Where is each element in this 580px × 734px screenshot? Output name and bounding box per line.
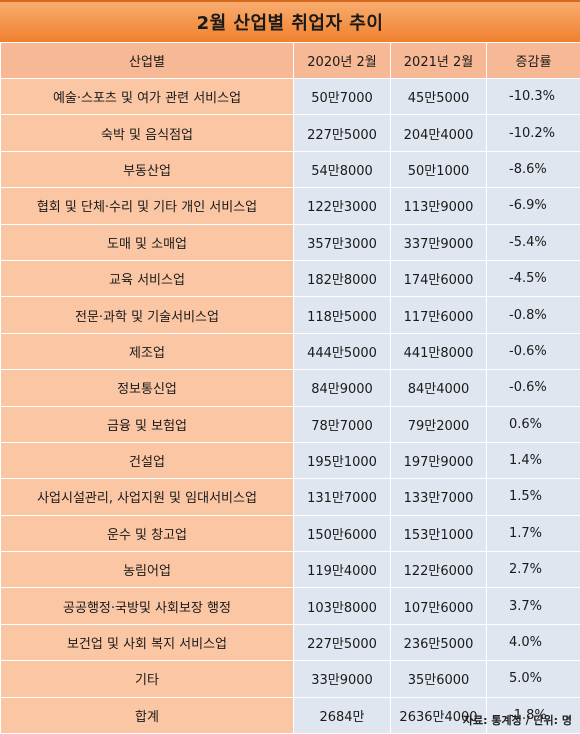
value-2020-cell: 118만5000	[293, 296, 391, 334]
value-2020-cell: 444만5000	[293, 332, 391, 371]
value-2020-cell: 150만6000	[293, 514, 391, 553]
change-rate-cell: -1.8%	[486, 696, 580, 734]
change-rate-cell: 3.7%	[486, 587, 580, 625]
source-note: 자료: 통계청 / 단위: 명	[462, 714, 572, 727]
value-2021-cell: 153만1000	[390, 514, 487, 553]
industry-cell: 보건업 및 사회 복지 서비스업	[0, 623, 294, 662]
value-2020-cell: 182만8000	[293, 259, 391, 298]
title-bar: 2월 산업별 취업자 추이	[0, 0, 580, 42]
table-row: 숙박 및 음식점업 227만5000 204만4000 -10.2%	[0, 114, 580, 152]
table-row: 부동산업 54만8000 50만1000 -8.6%	[0, 150, 580, 189]
industry-cell: 공공행정·국방및 사회보장 행정	[0, 587, 294, 625]
industry-cell: 기타	[0, 660, 294, 698]
value-2020-cell: 227만5000	[293, 623, 391, 662]
industry-cell: 전문·과학 및 기술서비스업	[0, 296, 294, 334]
table-row: 기타 33만9000 35만6000 5.0%	[0, 660, 580, 698]
value-2021-cell: 236만5000	[390, 623, 487, 662]
value-2021-cell: 441만8000	[390, 332, 487, 371]
industry-cell: 제조업	[0, 332, 294, 371]
value-2020-cell: 78만7000	[293, 405, 391, 443]
change-rate-cell: -10.3%	[486, 77, 580, 116]
employment-table-container: 산업별 2020년 2월 2021년 2월 증감률 예술·스포츠 및 여가 관련…	[0, 42, 580, 734]
table-row: 제조업 444만5000 441만8000 -0.6%	[0, 332, 580, 371]
value-2020-cell: 122만3000	[293, 187, 391, 225]
value-2021-cell: 197만9000	[390, 441, 487, 480]
value-2021-cell: 107만6000	[390, 587, 487, 625]
change-rate-cell: 1.5%	[486, 478, 580, 516]
employment-table: 산업별 2020년 2월 2021년 2월 증감률 예술·스포츠 및 여가 관련…	[0, 42, 580, 734]
industry-cell: 합계	[0, 696, 294, 734]
value-2020-cell: 33만9000	[293, 660, 391, 698]
total-row: 합계 2684만 2636만4000 -1.8%	[0, 696, 580, 734]
value-2021-cell: 133만7000	[390, 478, 487, 516]
value-2021-cell: 204만4000	[390, 114, 487, 152]
value-2021-cell: 117만6000	[390, 296, 487, 334]
industry-cell: 예술·스포츠 및 여가 관련 서비스업	[0, 77, 294, 116]
change-rate-cell: 1.4%	[486, 441, 580, 480]
table-row: 전문·과학 및 기술서비스업 118만5000 117만6000 -0.8%	[0, 296, 580, 334]
change-rate-cell: -0.8%	[486, 296, 580, 334]
value-2021-cell: 50만1000	[390, 150, 487, 189]
industry-cell: 부동산업	[0, 150, 294, 189]
value-2021-cell: 45만5000	[390, 77, 487, 116]
table-row: 건설업 195만1000 197만9000 1.4%	[0, 441, 580, 480]
change-rate-cell: -8.6%	[486, 150, 580, 189]
table-row: 농림어업 119만4000 122만6000 2.7%	[0, 551, 580, 589]
value-2021-cell: 174만6000	[390, 259, 487, 298]
table-row: 교육 서비스업 182만8000 174만6000 -4.5%	[0, 259, 580, 298]
change-rate-cell: -5.4%	[486, 223, 580, 261]
table-row: 정보통신업 84만9000 84만4000 -0.6%	[0, 369, 580, 407]
value-2021-cell: 84만4000	[390, 369, 487, 407]
change-rate-cell: 1.7%	[486, 514, 580, 553]
change-rate-cell: -6.9%	[486, 187, 580, 225]
column-header-2020: 2020년 2월	[293, 42, 391, 79]
value-2020-cell: 84만9000	[293, 369, 391, 407]
table-row: 운수 및 창고업 150만6000 153만1000 1.7%	[0, 514, 580, 553]
change-rate-cell: 2.7%	[486, 551, 580, 589]
table-row: 금융 및 보험업 78만7000 79만2000 0.6%	[0, 405, 580, 443]
value-2020-cell: 54만8000	[293, 150, 391, 189]
change-rate-cell: -4.5%	[486, 259, 580, 298]
value-2020-cell: 227만5000	[293, 114, 391, 152]
change-rate-cell: -0.6%	[486, 332, 580, 371]
column-header-change: 증감률	[486, 42, 580, 79]
table-header-row: 산업별 2020년 2월 2021년 2월 증감률	[0, 42, 580, 79]
value-2020-cell: 357만3000	[293, 223, 391, 261]
value-2020-cell: 119만4000	[293, 551, 391, 589]
change-rate-cell: -0.6%	[486, 369, 580, 407]
industry-cell: 사업시설관리, 사업지원 및 임대서비스업	[0, 478, 294, 516]
column-header-2021: 2021년 2월	[390, 42, 487, 79]
change-rate-cell: -10.2%	[486, 114, 580, 152]
value-2021-cell: 35만6000	[390, 660, 487, 698]
industry-cell: 정보통신업	[0, 369, 294, 407]
value-2020-cell: 50만7000	[293, 77, 391, 116]
value-2021-cell: 113만9000	[390, 187, 487, 225]
industry-cell: 운수 및 창고업	[0, 514, 294, 553]
industry-cell: 도매 및 소매업	[0, 223, 294, 261]
value-2020-cell: 195만1000	[293, 441, 391, 480]
column-header-industry: 산업별	[0, 42, 294, 79]
industry-cell: 농림어업	[0, 551, 294, 589]
table-row: 협회 및 단체·수리 및 기타 개인 서비스업 122만3000 113만9000-…	[0, 187, 580, 225]
table-row: 도매 및 소매업 357만3000 337만9000 -5.4%	[0, 223, 580, 261]
value-2020-cell: 103만8000	[293, 587, 391, 625]
value-2021-cell: 337만9000	[390, 223, 487, 261]
industry-cell: 건설업	[0, 441, 294, 480]
table-row: 예술·스포츠 및 여가 관련 서비스업 50만7000 45만5000 -10.3%	[0, 77, 580, 116]
table-row: 사업시설관리, 사업지원 및 임대서비스업 131만7000 133만7000 1.5…	[0, 478, 580, 516]
industry-cell: 협회 및 단체·수리 및 기타 개인 서비스업	[0, 187, 294, 225]
page-title: 2월 산업별 취업자 추이	[196, 13, 384, 34]
change-rate-cell: 5.0%	[486, 660, 580, 698]
value-2021-cell: 79만2000	[390, 405, 487, 443]
change-rate-cell: 0.6%	[486, 405, 580, 443]
table-row: 공공행정·국방및 사회보장 행정 103만8000 107만6000 3.7%	[0, 587, 580, 625]
industry-cell: 교육 서비스업	[0, 259, 294, 298]
industry-cell: 금융 및 보험업	[0, 405, 294, 443]
value-2020-cell: 2684만	[293, 696, 391, 734]
industry-cell: 숙박 및 음식점업	[0, 114, 294, 152]
change-rate-cell: 4.0%	[486, 623, 580, 662]
value-2021-cell: 122만6000	[390, 551, 487, 589]
table-row: 보건업 및 사회 복지 서비스업 227만5000 236만5000 4.0%	[0, 623, 580, 662]
value-2020-cell: 131만7000	[293, 478, 391, 516]
